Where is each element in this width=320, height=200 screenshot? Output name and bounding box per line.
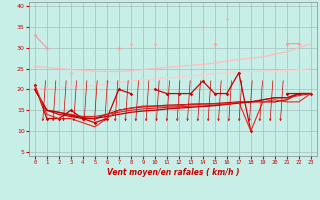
X-axis label: Vent moyen/en rafales ( km/h ): Vent moyen/en rafales ( km/h ): [107, 168, 239, 177]
